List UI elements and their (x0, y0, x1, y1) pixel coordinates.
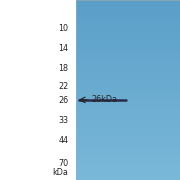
Text: kDa: kDa (53, 168, 68, 177)
Text: 22: 22 (58, 82, 68, 91)
Text: 10: 10 (58, 24, 68, 33)
Text: 14: 14 (58, 44, 68, 53)
Text: 44: 44 (58, 136, 68, 145)
Text: 26: 26 (58, 96, 68, 105)
Text: 26kDa: 26kDa (92, 95, 118, 104)
Text: 70: 70 (58, 159, 68, 168)
Bar (76, 0, 180, 180)
Text: 33: 33 (58, 116, 68, 125)
Text: 18: 18 (58, 64, 68, 73)
